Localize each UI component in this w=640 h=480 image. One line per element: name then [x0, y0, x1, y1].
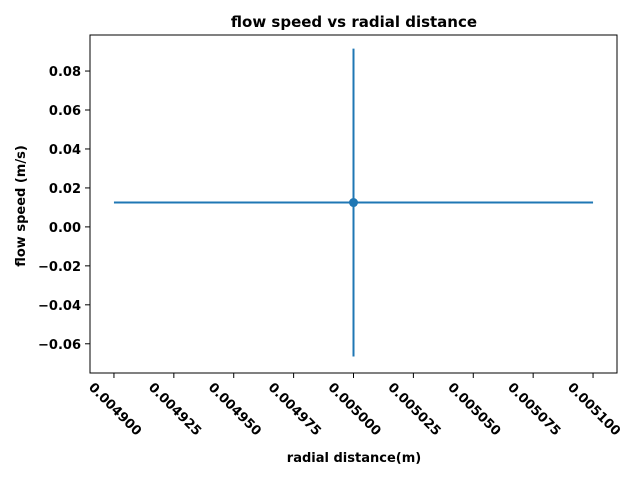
- y-tick-label: 0.04: [49, 143, 81, 158]
- x-tick-label: 0.004900: [85, 380, 144, 439]
- y-tick-label: 0.08: [49, 65, 81, 80]
- x-tick-label: 0.005000: [325, 380, 384, 439]
- x-tick-label: 0.005050: [444, 380, 503, 439]
- y-tick-label: 0.06: [49, 104, 81, 119]
- x-tick-label: 0.005075: [504, 380, 563, 439]
- x-tick-label: 0.005100: [564, 380, 623, 439]
- plot-area: 0.004900 0.004925 0.004950 0.004975 0.005000…: [38, 34, 623, 439]
- x-tick-label: 0.004925: [145, 380, 204, 439]
- y-tick-label: 0.00: [49, 221, 81, 236]
- x-tick-label: 0.004950: [205, 380, 264, 439]
- x-axis-label: radial distance(m): [287, 451, 421, 466]
- y-tick-label: −0.02: [38, 260, 81, 275]
- data-point: [349, 198, 358, 208]
- y-tick-label: 0.02: [49, 182, 81, 197]
- x-tick-label: 0.004975: [265, 380, 324, 439]
- chart-title: flow speed vs radial distance: [231, 13, 477, 31]
- y-tick-label: −0.04: [38, 299, 81, 314]
- y-tick-label: −0.06: [38, 338, 81, 353]
- y-axis-label: flow speed (m/s): [14, 145, 29, 267]
- x-tick-label: 0.005025: [385, 380, 444, 439]
